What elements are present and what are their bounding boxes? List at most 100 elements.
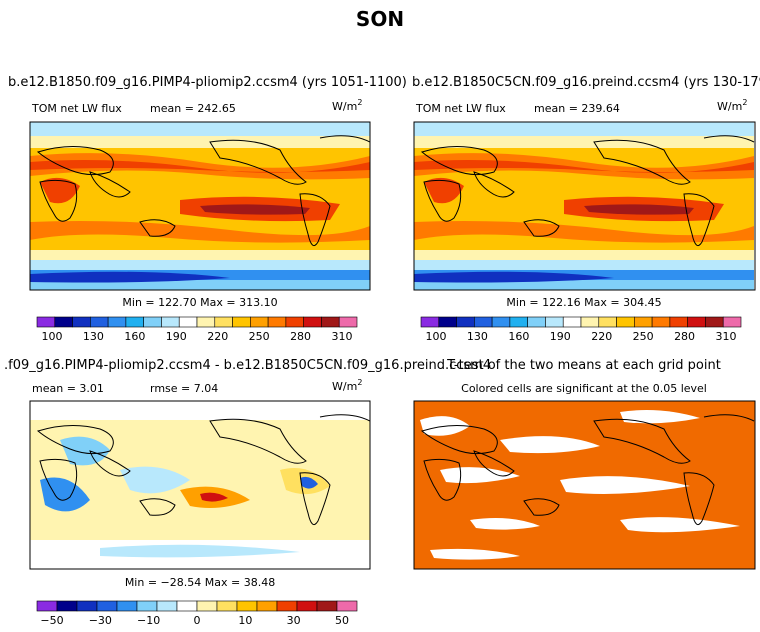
colorbar-cell bbox=[143, 316, 162, 328]
panel-title: T-test of the two means at each grid poi… bbox=[446, 358, 721, 373]
colorbar-label: 160 bbox=[508, 330, 529, 343]
figure-title: SON bbox=[356, 7, 404, 31]
colorbar-cell bbox=[90, 316, 109, 328]
colorbar-cell bbox=[196, 600, 218, 612]
colorbar-label: −30 bbox=[89, 614, 112, 627]
colorbar-label: 280 bbox=[290, 330, 311, 343]
map-frame bbox=[413, 400, 756, 570]
colorbar-cell bbox=[598, 316, 617, 328]
colorbar-cell bbox=[420, 316, 440, 328]
colorbar-cell bbox=[705, 316, 724, 328]
map bbox=[30, 401, 370, 569]
colorbar-label: −50 bbox=[40, 614, 63, 627]
colorbar-cell bbox=[562, 316, 582, 328]
colorbar-cell bbox=[256, 600, 278, 612]
colorbar: 100 130 160 190 220 250 280 310 bbox=[420, 316, 742, 343]
colorbar-label: 310 bbox=[716, 330, 737, 343]
colorbar-cell bbox=[76, 600, 98, 612]
map-frame bbox=[29, 121, 371, 291]
colorbar-cell bbox=[196, 316, 216, 328]
colorbar-cell bbox=[136, 600, 158, 612]
colorbar: 100 130 160 190 220 250 280 310 bbox=[36, 316, 358, 343]
colorbar-cell bbox=[54, 316, 73, 328]
colorbar-cell bbox=[634, 316, 653, 328]
colorbar-cell bbox=[285, 316, 304, 328]
colorbar-cell bbox=[161, 316, 180, 328]
colorbar-label: 160 bbox=[124, 330, 145, 343]
colorbar-cell bbox=[176, 600, 198, 612]
colorbar-label: 50 bbox=[335, 614, 349, 627]
colorbar-label: 250 bbox=[249, 330, 270, 343]
colorbar: −50 −30 −10 0 10 30 50 bbox=[36, 600, 358, 627]
map-frame bbox=[413, 121, 756, 291]
colorbar-cell bbox=[236, 600, 258, 612]
colorbar-cell bbox=[509, 316, 528, 328]
colorbar-cell bbox=[116, 600, 138, 612]
map bbox=[414, 122, 755, 290]
panel-minmax: Min = 122.16 Max = 304.45 bbox=[506, 296, 661, 309]
map-frame bbox=[29, 400, 371, 570]
colorbar-cell bbox=[456, 316, 475, 328]
colorbar-label: 130 bbox=[467, 330, 488, 343]
panel-subtitle: Colored cells are significant at the 0.0… bbox=[461, 382, 707, 395]
colorbar-label: 250 bbox=[633, 330, 654, 343]
colorbar-label: 100 bbox=[42, 330, 63, 343]
colorbar-cell bbox=[651, 316, 671, 328]
colorbar-cell bbox=[267, 316, 287, 328]
colorbar-cell bbox=[491, 316, 511, 328]
colorbar-cell bbox=[303, 316, 322, 328]
colorbar-cell bbox=[36, 316, 56, 328]
colorbar-cell bbox=[687, 316, 706, 328]
panel-units: W/m2 bbox=[332, 378, 362, 393]
colorbar-cell bbox=[316, 600, 338, 612]
colorbar-cell bbox=[336, 600, 358, 612]
map bbox=[30, 122, 370, 290]
colorbar-cell bbox=[616, 316, 635, 328]
colorbar-label: 10 bbox=[238, 614, 252, 627]
colorbar-cell bbox=[72, 316, 91, 328]
colorbar-cell bbox=[36, 600, 58, 612]
colorbar-cell bbox=[321, 316, 340, 328]
colorbar-label: 100 bbox=[426, 330, 447, 343]
colorbar-label: 190 bbox=[550, 330, 571, 343]
colorbar-cell bbox=[214, 316, 233, 328]
colorbar-label: 130 bbox=[83, 330, 104, 343]
colorbar-cell bbox=[296, 600, 318, 612]
panel-field: TOM net LW flux bbox=[415, 102, 506, 115]
colorbar-cell bbox=[216, 600, 238, 612]
colorbar-cell bbox=[669, 316, 688, 328]
colorbar-cell bbox=[56, 600, 78, 612]
colorbar-cell bbox=[438, 316, 457, 328]
colorbar-label: 280 bbox=[674, 330, 695, 343]
colorbar-cell bbox=[276, 600, 298, 612]
colorbar-cell bbox=[250, 316, 269, 328]
colorbar-label: −10 bbox=[137, 614, 160, 627]
panel-minmax: Min = 122.70 Max = 313.10 bbox=[122, 296, 277, 309]
panel-mean: mean = 242.65 bbox=[150, 102, 236, 115]
panel-mean: mean = 239.64 bbox=[534, 102, 620, 115]
colorbar-cell bbox=[338, 316, 358, 328]
colorbar-cell bbox=[178, 316, 198, 328]
colorbar-cell bbox=[580, 316, 600, 328]
colorbar-cell bbox=[107, 316, 127, 328]
panel-mean: mean = 3.01 bbox=[32, 382, 104, 395]
panel-field: TOM net LW flux bbox=[31, 102, 122, 115]
colorbar-cell bbox=[125, 316, 144, 328]
panel-minmax: Min = −28.54 Max = 38.48 bbox=[125, 576, 275, 589]
colorbar-label: 30 bbox=[287, 614, 301, 627]
colorbar-cell bbox=[527, 316, 546, 328]
colorbar-cell bbox=[474, 316, 493, 328]
colorbar-label: 310 bbox=[332, 330, 353, 343]
panel-title: b.e12.B1850C5CN.f09_g16.preind.ccsm4 (yr… bbox=[412, 75, 760, 90]
colorbar-label: 220 bbox=[207, 330, 228, 343]
panel-units: W/m2 bbox=[332, 98, 362, 113]
panel-title: b.e12.B1850.f09_g16.PIMP4-pliomip2.ccsm4… bbox=[8, 75, 407, 90]
colorbar-label: 220 bbox=[591, 330, 612, 343]
colorbar-cell bbox=[96, 600, 118, 612]
colorbar-cell bbox=[156, 600, 178, 612]
map bbox=[414, 401, 755, 569]
colorbar-cell bbox=[545, 316, 564, 328]
colorbar-label: 190 bbox=[166, 330, 187, 343]
panel-rmse: rmse = 7.04 bbox=[150, 382, 218, 395]
